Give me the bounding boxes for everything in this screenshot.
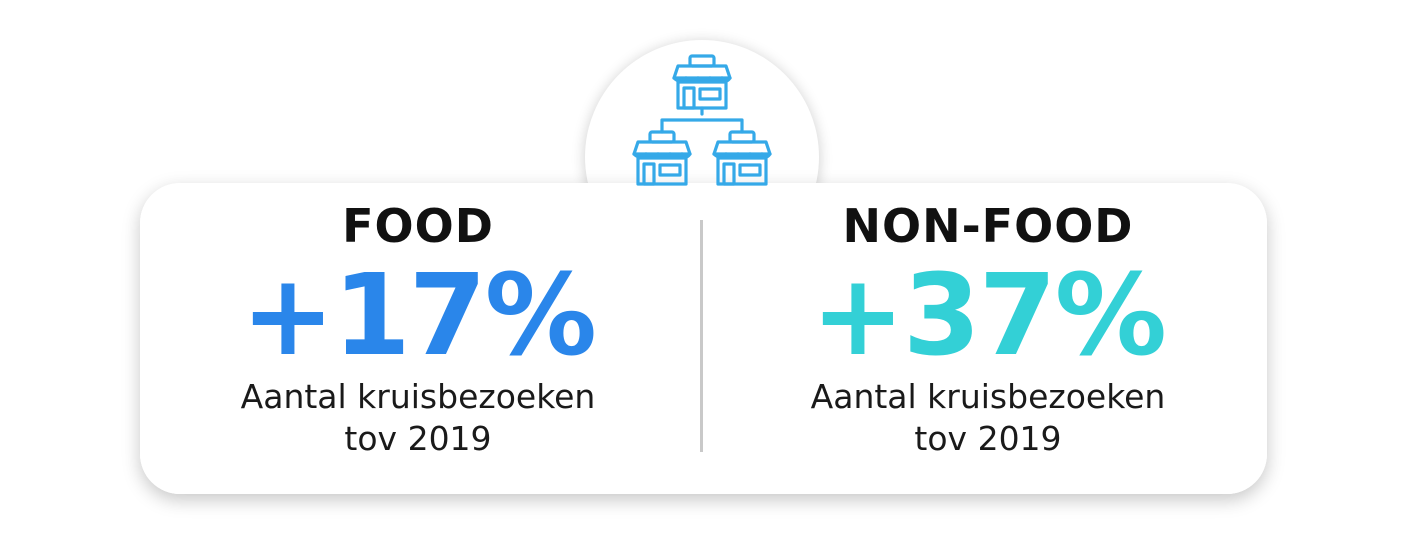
nonfood-caption-line1: Aantal kruisbezoeken	[810, 377, 1166, 416]
nonfood-value: +37%	[811, 251, 1167, 381]
food-caption-line2: tov 2019	[344, 419, 492, 458]
nonfood-panel: NON-FOOD +37% Aantal kruisbezoeken tov 2…	[758, 195, 1218, 459]
divider	[700, 220, 703, 452]
food-value: +17%	[241, 251, 597, 381]
store-network-icon	[630, 52, 774, 190]
food-panel: FOOD +17% Aantal kruisbezoeken tov 2019	[188, 195, 648, 459]
food-caption-line1: Aantal kruisbezoeken	[240, 377, 596, 416]
food-heading: FOOD	[342, 199, 494, 253]
store-icon-right	[712, 130, 772, 186]
nonfood-heading: NON-FOOD	[842, 199, 1134, 253]
store-icon-left	[632, 130, 692, 186]
stats-card-surface	[140, 183, 1267, 494]
store-icon-top	[672, 54, 732, 110]
nonfood-caption-line2: tov 2019	[914, 419, 1062, 458]
